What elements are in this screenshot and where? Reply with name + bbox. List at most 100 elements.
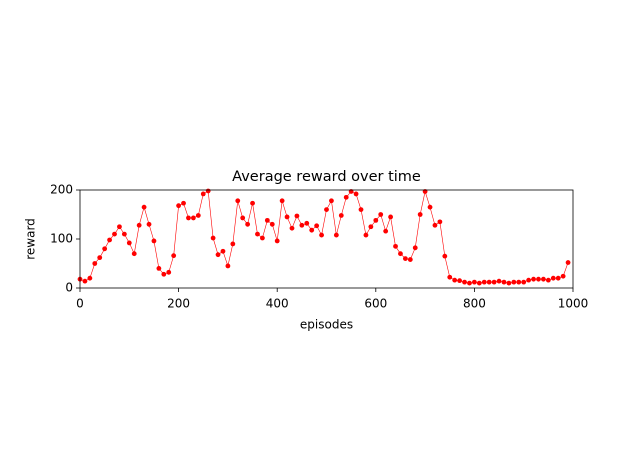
data-point [289,225,295,231]
data-point [412,245,418,251]
data-point [393,243,398,249]
data-point [269,221,275,227]
data-point [264,217,270,223]
x-tick-label: 0 [76,297,84,311]
data-point [481,279,487,285]
data-point [358,207,364,213]
data-point [299,222,305,228]
x-tick-label: 400 [266,297,289,311]
data-point [373,217,379,223]
data-point [452,277,458,283]
data-point [536,276,541,282]
data-point [338,213,344,218]
data-point [136,222,142,228]
data-point [516,279,522,285]
data-point [121,231,127,237]
data-point [225,263,231,269]
data-point [240,215,246,221]
data-point [176,203,182,209]
data-point [279,198,285,204]
data-point [383,228,389,234]
data-point [560,273,566,279]
data-point [314,223,320,229]
data-point [294,213,300,219]
data-point [274,238,280,244]
data-point [171,253,177,259]
data-point [496,278,502,284]
y-tick-label: 100 [50,232,73,246]
x-tick-label: 1000 [558,297,589,311]
data-point [260,235,265,241]
data-point [151,238,157,244]
data-point [141,204,147,210]
data-point [476,280,482,286]
data-point [102,246,108,252]
data-point [467,280,472,286]
y-tick-label: 0 [65,281,73,295]
data-point [521,279,527,285]
data-point [388,214,393,220]
data-point [368,224,374,230]
data-point [343,194,349,200]
data-point [541,276,546,282]
data-point [284,214,290,220]
data-point [230,241,236,247]
data-point [235,198,241,204]
data-point [486,279,492,285]
data-point [220,248,226,254]
x-tick-label: 200 [167,297,190,311]
data-point [511,279,517,285]
data-point [215,252,221,258]
data-point [447,274,453,280]
data-point [205,188,211,194]
data-point [432,222,438,228]
y-tick-label: 200 [50,183,73,197]
data-point [87,275,93,281]
data-point [526,277,532,283]
data-point [398,251,403,257]
chart-title: Average reward over time [232,169,421,185]
data-point [491,279,497,285]
data-point [200,191,206,197]
data-point [107,237,112,243]
plot-frame [79,189,574,289]
data-point [210,235,216,241]
data-point [131,251,137,257]
y-axis-label: reward [24,218,38,260]
data-point [156,266,162,271]
data-point [427,204,433,210]
data-point [545,277,551,283]
data-point [457,278,463,284]
x-axis-label: episodes [300,318,353,332]
data-point [353,191,359,197]
data-line [79,190,569,284]
data-point [319,232,324,238]
data-point [324,207,329,213]
data-point [506,280,512,286]
data-point [245,221,251,227]
data-point [190,215,196,221]
data-point [378,212,384,217]
data-point [407,257,413,262]
data-point [304,220,310,226]
data-point [501,279,507,285]
data-point [555,275,561,281]
data-point [161,271,167,277]
data-point [166,269,172,275]
data-point [195,213,201,218]
data-point [126,240,132,246]
x-tick-label: 800 [463,297,486,311]
data-point [250,200,255,206]
data-point [112,231,117,237]
data-point [363,232,369,238]
data-point [329,198,334,204]
data-point [186,215,191,221]
x-tick-label: 600 [364,297,387,311]
data-point [309,227,315,233]
data-point [565,260,571,265]
data-point [181,200,186,206]
data-point [472,279,477,285]
data-point [146,221,152,227]
data-point [402,256,408,261]
data-point [550,275,556,281]
